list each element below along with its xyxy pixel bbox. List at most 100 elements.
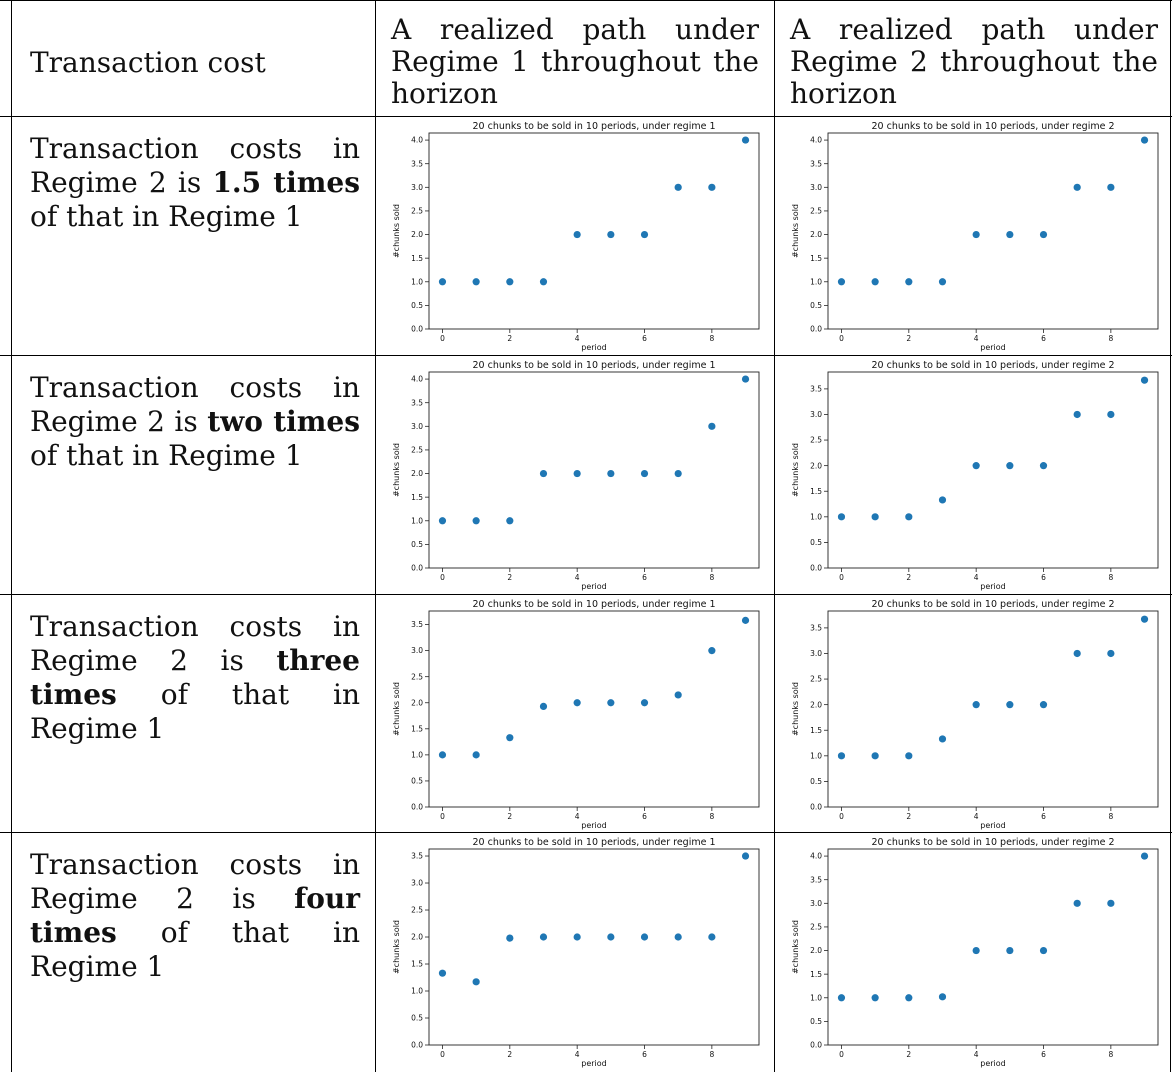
x-tick-label: 6 <box>642 334 647 343</box>
x-tick-label: 4 <box>974 812 979 821</box>
chart-title: 20 chunks to be sold in 10 periods, unde… <box>871 360 1114 371</box>
x-tick-label: 8 <box>709 573 714 582</box>
y-tick-label: 0.5 <box>810 1017 822 1026</box>
x-axis-label: period <box>980 821 1005 830</box>
x-tick-label: 8 <box>1108 812 1113 821</box>
y-tick-label: 1.0 <box>810 993 822 1002</box>
row-label-3: Transaction costs in Regime 2 is three ti… <box>30 610 360 746</box>
plot-frame <box>428 610 760 808</box>
x-tick-label: 6 <box>642 573 647 582</box>
y-tick-label: 3.0 <box>411 422 423 431</box>
chart-row4-regime2: 20 chunks to be sold in 10 periods, unde… <box>791 837 1159 1068</box>
y-tick-label: 1.0 <box>411 277 423 286</box>
x-tick-label: 0 <box>440 812 445 821</box>
y-tick-label: 1.5 <box>411 960 423 969</box>
x-axis-label: period <box>980 343 1005 352</box>
y-tick-label: 3.5 <box>411 398 423 407</box>
data-point <box>607 469 615 478</box>
chart-title: 20 chunks to be sold in 10 periods, unde… <box>472 360 715 371</box>
y-tick-label: 2.0 <box>411 933 423 942</box>
x-tick-label: 4 <box>575 1050 580 1059</box>
chart-title: 20 chunks to be sold in 10 periods, unde… <box>871 121 1114 132</box>
table-row-divider <box>0 594 1172 596</box>
data-point <box>1073 899 1081 907</box>
row-label-prefix: Transaction costs in <box>30 132 360 165</box>
y-tick-label: 4.0 <box>411 375 423 384</box>
data-point <box>674 691 682 699</box>
row-label-4: Transaction costs in Regime 2 is four tim… <box>30 848 360 984</box>
row-label-suffix: of that in Regime 1 <box>30 916 360 983</box>
y-tick-label: 1.0 <box>411 987 423 996</box>
row-label-multiplier: three times <box>30 644 360 711</box>
x-tick-label: 8 <box>1108 334 1113 343</box>
x-tick-label: 6 <box>1041 812 1046 821</box>
y-axis-label: #chunks sold <box>392 920 401 974</box>
chart-title: 20 chunks to be sold in 10 periods, unde… <box>871 837 1114 848</box>
x-tick-label: 8 <box>1108 1050 1113 1059</box>
y-tick-label: 2.0 <box>411 469 423 478</box>
data-point <box>708 422 716 430</box>
data-point <box>573 469 581 478</box>
plot-frame <box>827 371 1159 569</box>
x-tick-label: 0 <box>839 812 844 821</box>
row-label-prefix: Transaction costs in <box>30 610 360 643</box>
chart-row4-regime1: 20 chunks to be sold in 10 periods, unde… <box>392 837 760 1068</box>
plot-frame <box>428 848 760 1046</box>
data-point <box>1140 136 1149 144</box>
y-tick-label: 3.0 <box>810 899 822 908</box>
y-tick-label: 0.0 <box>411 564 423 573</box>
data-point <box>972 701 980 709</box>
table-row-divider <box>0 832 1172 834</box>
data-point <box>905 752 913 760</box>
plot-frame <box>827 848 1159 1046</box>
x-tick-label: 2 <box>507 334 512 343</box>
y-tick-label: 1.5 <box>411 724 423 733</box>
y-tick-label: 1.0 <box>411 750 423 759</box>
x-tick-label: 4 <box>974 573 979 582</box>
y-tick-label: 1.5 <box>411 254 423 263</box>
data-point <box>741 852 750 860</box>
y-tick-label: 3.0 <box>411 879 423 888</box>
data-point <box>1073 410 1081 419</box>
y-tick-label: 2.5 <box>411 446 423 455</box>
y-tick-label: 1.5 <box>810 254 822 263</box>
x-axis-label: period <box>581 582 606 591</box>
x-tick-label: 2 <box>906 573 911 582</box>
y-tick-label: 1.5 <box>411 493 423 502</box>
table-border-top <box>0 0 1172 2</box>
y-tick-label: 3.0 <box>411 183 423 192</box>
x-tick-label: 8 <box>1108 573 1113 582</box>
y-tick-label: 1.0 <box>810 751 822 760</box>
x-tick-label: 2 <box>507 812 512 821</box>
x-tick-label: 2 <box>507 1050 512 1059</box>
data-point <box>1039 701 1048 709</box>
row-label-middle: Regime 2 is <box>30 166 213 199</box>
data-point <box>674 469 682 478</box>
data-point <box>837 278 846 286</box>
y-tick-label: 0.0 <box>810 325 822 334</box>
y-axis-label: #chunks sold <box>791 204 800 258</box>
data-point <box>573 699 581 707</box>
chart-row3-regime1: 20 chunks to be sold in 10 periods, unde… <box>392 599 760 830</box>
y-tick-label: 3.5 <box>810 159 822 168</box>
chart-title: 20 chunks to be sold in 10 periods, unde… <box>871 599 1114 610</box>
x-tick-label: 0 <box>440 1050 445 1059</box>
x-axis-label: period <box>980 582 1005 591</box>
y-tick-label: 3.5 <box>810 623 822 632</box>
table-border-right <box>1170 0 1172 1072</box>
data-point <box>708 933 716 941</box>
y-tick-label: 3.0 <box>810 183 822 192</box>
chart-row2-regime1: 20 chunks to be sold in 10 periods, unde… <box>392 360 760 591</box>
y-tick-label: 2.5 <box>810 923 822 932</box>
y-tick-label: 3.5 <box>411 159 423 168</box>
y-tick-label: 1.0 <box>411 516 423 525</box>
data-point <box>1140 852 1149 860</box>
data-point <box>1006 701 1014 709</box>
y-tick-label: 4.0 <box>411 136 423 145</box>
y-tick-label: 2.5 <box>411 207 423 216</box>
x-tick-label: 2 <box>507 573 512 582</box>
data-point <box>438 278 447 286</box>
data-point <box>472 517 480 525</box>
header-regime-1-path: A realized path under Regime 1 throughou… <box>391 13 759 110</box>
y-axis-label: #chunks sold <box>791 920 800 974</box>
